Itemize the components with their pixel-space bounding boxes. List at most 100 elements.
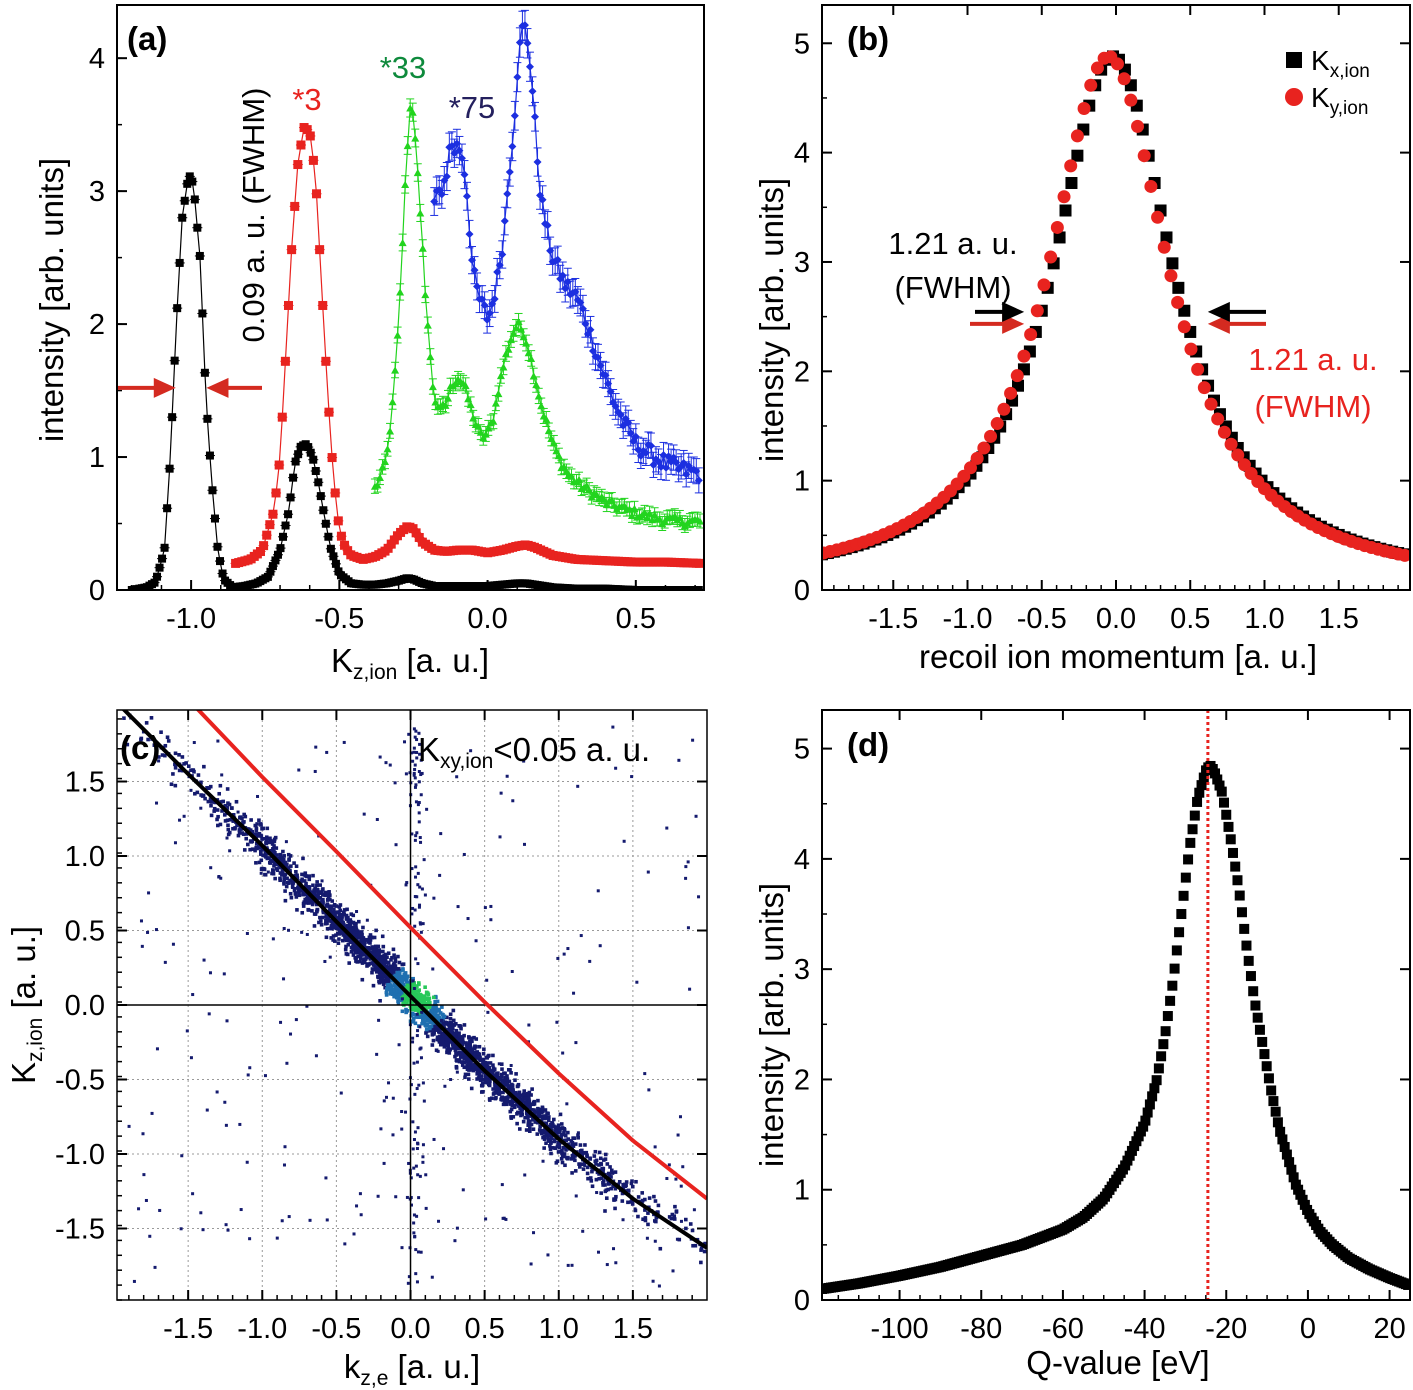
heatmap-cell xyxy=(399,992,404,997)
heatmap-cell xyxy=(156,755,161,759)
heatmap-cell xyxy=(463,1072,468,1077)
heatmap-cell xyxy=(286,852,291,857)
heatmap-cell xyxy=(479,1077,484,1082)
heatmap-cell xyxy=(417,997,421,1002)
heatmap-cell xyxy=(415,1012,419,1016)
heatmap-cell xyxy=(395,970,400,975)
heatmap-cell xyxy=(376,944,381,949)
panel-a-x-tick-label: 0.0 xyxy=(467,603,507,635)
heatmap-cell xyxy=(435,999,440,1004)
heatmap-cell xyxy=(529,1122,534,1127)
data-point xyxy=(542,415,551,423)
heatmap-cell xyxy=(125,742,130,747)
heatmap-cell xyxy=(257,818,261,823)
data-point xyxy=(1204,397,1218,411)
heatmap-cell xyxy=(351,913,356,918)
data-point xyxy=(520,21,529,30)
heatmap-cell xyxy=(343,1242,347,1246)
heatmap-cell xyxy=(665,1176,669,1180)
heatmap-cell xyxy=(216,814,220,819)
heatmap-cell xyxy=(507,1079,512,1084)
heatmap-cell xyxy=(303,874,308,878)
heatmap-cell xyxy=(305,932,309,936)
heatmap-cell xyxy=(315,883,319,888)
heatmap-cell xyxy=(548,1141,553,1145)
heatmap-cell xyxy=(431,1027,435,1031)
heatmap-cell xyxy=(382,963,387,968)
heatmap-cell xyxy=(403,985,408,990)
heatmap-cell xyxy=(597,1163,601,1167)
heatmap-cell xyxy=(630,1199,634,1203)
heatmap-cell xyxy=(552,1138,557,1142)
heatmap-cell xyxy=(137,1207,141,1211)
heatmap-cell xyxy=(374,928,378,933)
heatmap-cell xyxy=(324,892,329,897)
data-point xyxy=(594,353,603,362)
heatmap-cell xyxy=(542,1137,547,1141)
heatmap-cell xyxy=(253,848,257,853)
heatmap-cell xyxy=(410,832,414,836)
heatmap-cell xyxy=(496,1078,501,1083)
heatmap-cell xyxy=(381,959,385,963)
data-point xyxy=(183,179,192,188)
heatmap-cell xyxy=(411,979,415,983)
heatmap-cell xyxy=(219,800,223,804)
heatmap-cell xyxy=(643,1216,648,1220)
heatmap-cell xyxy=(566,1155,570,1160)
heatmap-cell xyxy=(417,1083,421,1087)
heatmap-cell xyxy=(244,832,249,836)
heatmap-cell xyxy=(491,1087,495,1091)
data-point xyxy=(293,160,303,170)
heatmap-cell xyxy=(370,970,374,975)
heatmap-cell xyxy=(389,958,393,962)
panel-a-x-title-main: K xyxy=(331,642,353,679)
data-point xyxy=(396,288,405,296)
heatmap-cell xyxy=(593,1149,598,1154)
heatmap-cell xyxy=(497,1091,501,1096)
panel-b-y-axis-title: intensity [arb. units] xyxy=(753,178,790,462)
heatmap-cell xyxy=(241,820,245,825)
data-point xyxy=(280,356,290,366)
heatmap-cell xyxy=(433,1028,438,1032)
heatmap-cell xyxy=(191,1192,195,1196)
heatmap-cell xyxy=(545,1111,549,1115)
heatmap-cell xyxy=(517,1090,522,1095)
heatmap-cell xyxy=(374,970,379,974)
heatmap-cell xyxy=(433,994,438,999)
heatmap-cell xyxy=(585,1153,589,1157)
data-point xyxy=(315,245,325,255)
heatmap-cell xyxy=(569,1157,574,1161)
heatmap-cell xyxy=(487,1083,492,1088)
heatmap-cell xyxy=(584,1150,589,1155)
heatmap-cell xyxy=(527,1119,532,1124)
heatmap-cell xyxy=(500,1095,505,1099)
heatmap-cell xyxy=(412,750,416,754)
heatmap-cell xyxy=(559,1133,564,1137)
heatmap-cell xyxy=(566,1137,571,1141)
heatmap-cell xyxy=(572,991,576,995)
heatmap-cell xyxy=(400,997,404,1001)
heatmap-cell xyxy=(218,822,223,827)
heatmap-cell xyxy=(549,1122,553,1127)
data-point xyxy=(180,196,189,205)
heatmap-cell xyxy=(289,1032,293,1036)
heatmap-cell xyxy=(304,881,308,886)
heatmap-cell xyxy=(379,960,383,964)
heatmap-cell xyxy=(506,1084,511,1088)
heatmap-cell xyxy=(373,948,378,953)
heatmap-cell xyxy=(426,1016,430,1021)
heatmap-cell xyxy=(318,915,322,920)
data-point xyxy=(462,192,471,201)
data-point xyxy=(284,510,293,519)
heatmap-cell xyxy=(462,852,466,856)
heatmap-cell xyxy=(416,1250,420,1254)
data-point xyxy=(284,300,294,310)
heatmap-cell xyxy=(423,893,427,897)
panel-b-y-tick-label: 1 xyxy=(794,466,810,498)
heatmap-cell xyxy=(485,1073,489,1078)
heatmap-cell xyxy=(560,1126,565,1130)
data-point xyxy=(1177,320,1191,334)
heatmap-cell xyxy=(271,847,275,851)
heatmap-cell xyxy=(157,759,161,763)
heatmap-cell xyxy=(469,749,473,753)
